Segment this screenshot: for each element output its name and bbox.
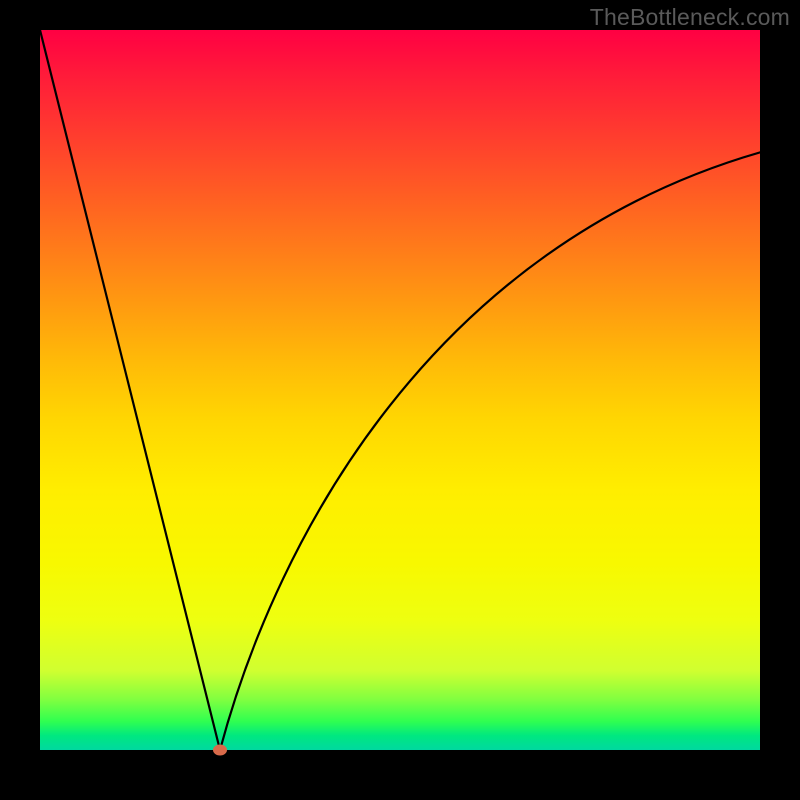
watermark-text: TheBottleneck.com <box>590 4 790 31</box>
curve-right-branch <box>220 152 760 750</box>
optimal-point-marker <box>213 745 227 756</box>
chart-container: TheBottleneck.com <box>0 0 800 800</box>
bottleneck-curve <box>40 30 760 750</box>
plot-area <box>40 30 760 750</box>
curve-left-branch <box>40 30 220 750</box>
